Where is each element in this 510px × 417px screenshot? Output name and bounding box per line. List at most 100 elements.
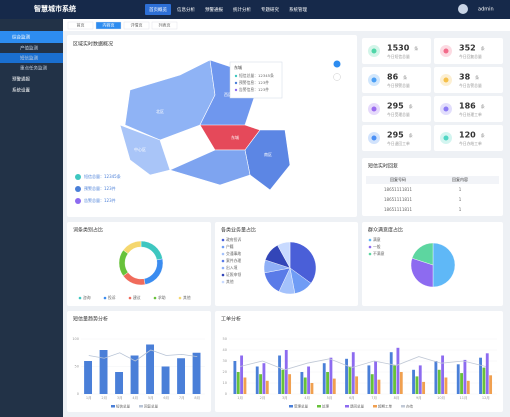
bar[interactable] — [265, 380, 269, 394]
bar[interactable] — [389, 352, 393, 394]
bar[interactable] — [422, 381, 426, 394]
panel-title: 区域实时数据概况 — [73, 41, 113, 48]
nav-item[interactable]: 统计分析 — [233, 6, 251, 13]
bar[interactable] — [259, 374, 262, 394]
avatar[interactable] — [458, 4, 468, 14]
nav-item[interactable]: 预警通报 — [205, 6, 223, 13]
bar[interactable] — [329, 357, 333, 394]
bar[interactable] — [441, 355, 445, 395]
bar[interactable] — [84, 361, 93, 394]
bar[interactable] — [434, 361, 438, 394]
x-tick-label: 6月 — [349, 395, 355, 400]
pie-slice[interactable] — [411, 242, 434, 266]
nav-item[interactable]: 信息分析 — [177, 6, 195, 13]
bar[interactable] — [130, 355, 139, 395]
bar[interactable] — [192, 352, 201, 394]
bar[interactable] — [463, 359, 467, 394]
bar[interactable] — [415, 376, 419, 394]
nav-item[interactable]: 首页概览 — [149, 6, 167, 13]
tab-label[interactable]: 首页 — [77, 22, 85, 28]
stat-card — [434, 96, 503, 122]
bar[interactable] — [99, 350, 108, 394]
x-tick-label: 7月 — [179, 395, 185, 400]
pie-slice[interactable] — [432, 242, 456, 288]
header — [0, 0, 510, 19]
bar[interactable] — [177, 358, 186, 394]
menu-item[interactable]: 预警通报 — [12, 76, 30, 83]
bar[interactable] — [233, 361, 237, 394]
bar[interactable] — [332, 378, 336, 394]
bar[interactable] — [370, 374, 374, 394]
bar[interactable] — [345, 358, 348, 394]
tab-label[interactable]: 详情页 — [131, 22, 143, 28]
pie-slice[interactable] — [122, 240, 142, 254]
bar[interactable] — [161, 366, 170, 395]
bar[interactable] — [393, 365, 396, 394]
bar[interactable] — [310, 383, 314, 394]
bar[interactable] — [284, 350, 288, 394]
bar[interactable] — [348, 366, 352, 395]
nav-item[interactable]: 系统管理 — [289, 6, 307, 13]
bar[interactable] — [146, 344, 155, 395]
bar[interactable] — [367, 365, 371, 394]
bar[interactable] — [288, 374, 292, 394]
stat-icon-dot — [443, 106, 449, 112]
tab-label[interactable]: 内容页 — [103, 22, 115, 28]
bar[interactable] — [374, 361, 378, 394]
bar[interactable] — [377, 379, 381, 394]
bar[interactable] — [326, 372, 329, 394]
legend-label: 短信总量 — [116, 403, 130, 408]
bar[interactable] — [240, 355, 244, 395]
tab-label[interactable]: 列表页 — [159, 22, 171, 28]
bar[interactable] — [444, 377, 448, 395]
bar[interactable] — [236, 372, 240, 394]
bar[interactable] — [300, 372, 304, 394]
pie-slice[interactable] — [277, 241, 291, 269]
tab[interactable] — [123, 21, 150, 30]
bar[interactable] — [485, 353, 489, 394]
bar[interactable] — [355, 376, 359, 394]
bar[interactable] — [489, 375, 493, 394]
bar[interactable] — [482, 367, 486, 394]
nav-item[interactable]: 专题研究 — [261, 6, 279, 13]
stat-value: 38 — [459, 73, 471, 82]
bar[interactable] — [351, 352, 355, 394]
bar[interactable] — [437, 369, 441, 394]
legend-label: 咨询 — [83, 295, 91, 300]
map-region[interactable] — [119, 124, 171, 176]
menu-item[interactable]: 系统设置 — [12, 87, 30, 94]
bar[interactable] — [418, 365, 422, 394]
tab[interactable] — [67, 21, 94, 30]
bar[interactable] — [399, 372, 403, 394]
zoom-out[interactable] — [333, 73, 341, 81]
submenu-item[interactable]: 重点任务监测 — [20, 65, 47, 72]
bar[interactable] — [278, 355, 281, 395]
bar[interactable] — [412, 369, 415, 394]
bar[interactable] — [115, 372, 124, 394]
bar[interactable] — [479, 357, 482, 394]
bar[interactable] — [255, 366, 259, 395]
zoom-in[interactable] — [333, 60, 341, 68]
bar[interactable] — [307, 366, 311, 395]
bar[interactable] — [466, 380, 470, 394]
submenu-item[interactable]: 产值监测 — [20, 45, 38, 52]
bar[interactable] — [322, 363, 326, 394]
menu-item[interactable]: 综合监测 — [12, 34, 30, 41]
bar[interactable] — [396, 347, 400, 394]
tab[interactable] — [151, 21, 178, 30]
region-label: 北区 — [156, 108, 164, 114]
submenu-item[interactable]: 短信监测 — [20, 55, 38, 62]
map-region[interactable] — [169, 149, 251, 186]
bar[interactable] — [456, 364, 460, 394]
x-tick-label: 2月 — [101, 395, 107, 400]
user-name[interactable]: admin — [478, 7, 494, 13]
bar[interactable] — [243, 377, 247, 395]
bar[interactable] — [303, 377, 307, 395]
bar[interactable] — [281, 369, 285, 394]
legend-label: 不满意 — [373, 251, 385, 256]
bar[interactable] — [262, 363, 266, 394]
stat-label: 今日办结工单 — [459, 141, 482, 146]
tab[interactable] — [95, 21, 122, 30]
bar[interactable] — [460, 373, 463, 394]
stat-value: 86 — [387, 73, 399, 82]
